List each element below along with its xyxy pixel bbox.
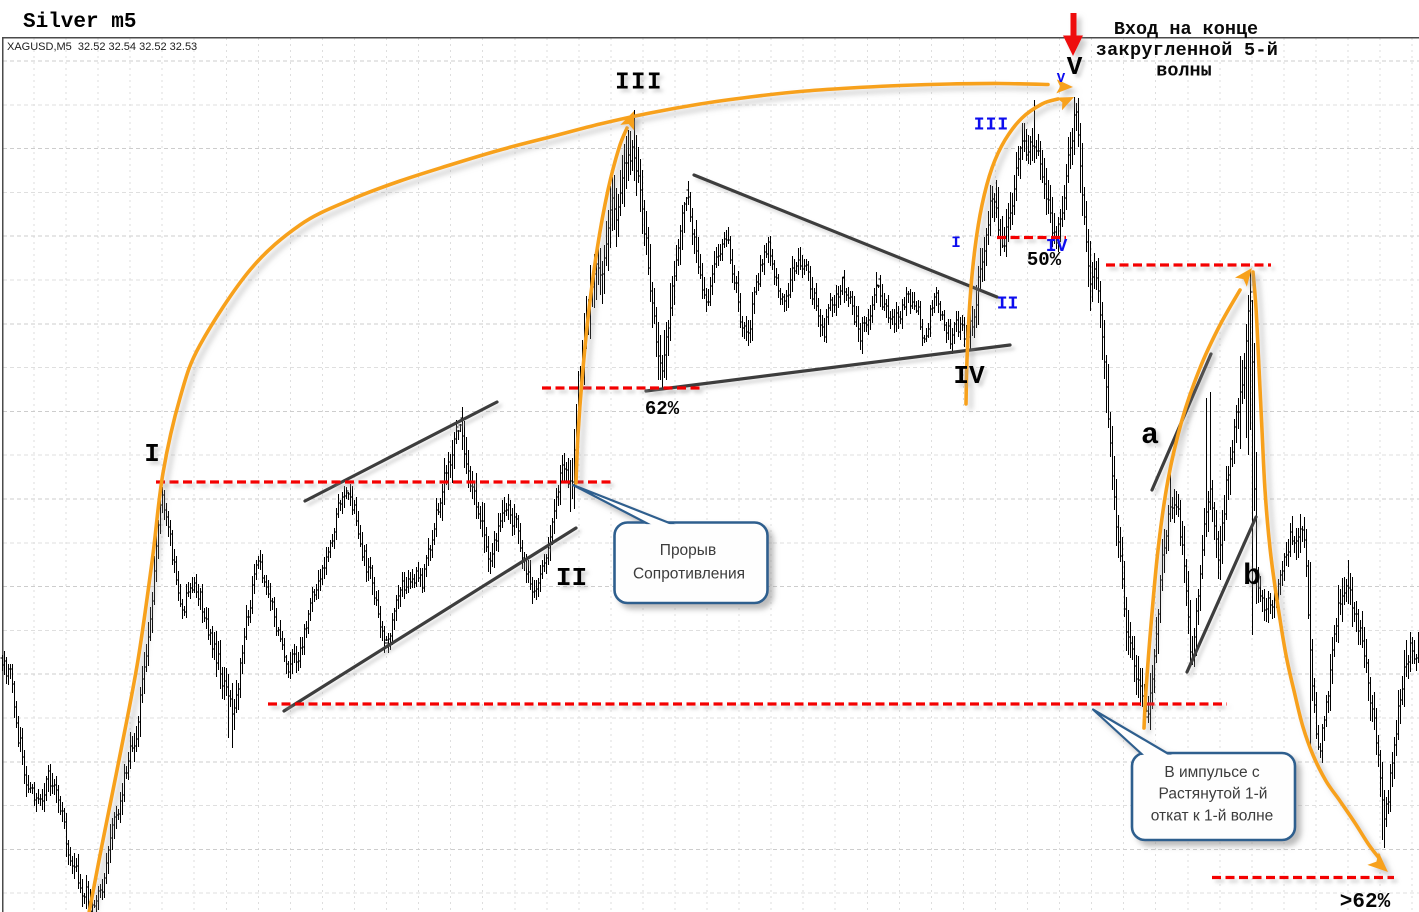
svg-text:62%: 62% <box>645 398 680 420</box>
svg-text:IV: IV <box>1046 237 1068 257</box>
svg-text:Silver m5: Silver m5 <box>23 11 136 34</box>
svg-text:Сопротивления: Сопротивления <box>633 566 745 583</box>
svg-text:I: I <box>144 439 160 469</box>
svg-text:>62%: >62% <box>1340 891 1391 912</box>
svg-text:IV: IV <box>953 361 985 391</box>
svg-text:a: a <box>1141 419 1159 453</box>
svg-text:откат к 1-й волне: откат к 1-й волне <box>1151 808 1274 825</box>
svg-text:II: II <box>997 295 1019 315</box>
svg-text:закругленной 5-й: закругленной 5-й <box>1096 40 1278 61</box>
svg-text:В импульсе с: В импульсе с <box>1164 764 1260 781</box>
svg-text:b: b <box>1243 560 1261 594</box>
svg-text:Растянутой 1-й: Растянутой 1-й <box>1159 786 1268 803</box>
svg-text:V: V <box>1067 52 1083 82</box>
svg-text:III: III <box>615 70 663 97</box>
svg-text:Вход на конце: Вход на конце <box>1114 19 1258 40</box>
svg-text:XAGUSD,M5 32.52 32.54 32.52 3: XAGUSD,M5 32.52 32.54 32.52 32.53 <box>7 41 197 53</box>
svg-text:V: V <box>1057 71 1066 87</box>
svg-text:Прорыв: Прорыв <box>660 542 716 559</box>
svg-text:II: II <box>556 563 587 593</box>
svg-text:50%: 50% <box>1027 249 1062 271</box>
svg-text:III: III <box>974 116 1009 136</box>
svg-text:волны: волны <box>1156 61 1212 82</box>
svg-text:I: I <box>951 234 961 252</box>
